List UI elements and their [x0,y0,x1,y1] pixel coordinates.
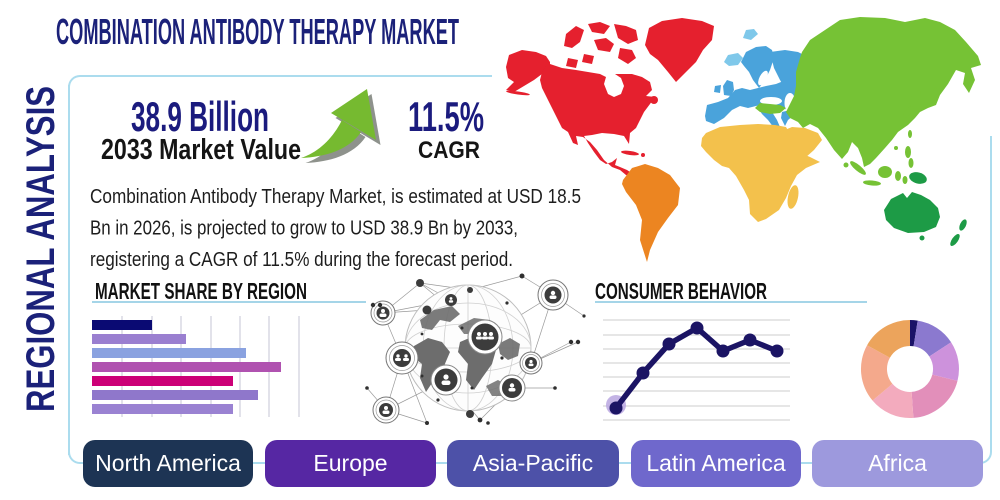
svg-text:CAGR: CAGR [418,137,480,164]
svg-text:Combination Antibody Therapy M: Combination Antibody Therapy Market, is … [90,186,581,208]
svg-text:38.9 Billion: 38.9 Billion [131,93,269,140]
svg-text:registering a CAGR of 11.5% du: registering a CAGR of 11.5% during the f… [90,249,513,271]
svg-text:Bn in 2026, is projected to gr: Bn in 2026, is projected to grow to USD … [90,218,518,240]
svg-text:2033 Market Value: 2033 Market Value [101,134,301,166]
svg-text:MARKET SHARE BY REGION: MARKET SHARE BY REGION [95,278,307,304]
svg-text:REGIONAL ANALYSIS: REGIONAL ANALYSIS [19,86,63,412]
svg-text:11.5%: 11.5% [408,93,484,140]
svg-text:CONSUMER BEHAVIOR: CONSUMER BEHAVIOR [595,278,767,304]
svg-text:COMBINATION ANTIBODY THERAPY M: COMBINATION ANTIBODY THERAPY MARKET [56,11,459,52]
